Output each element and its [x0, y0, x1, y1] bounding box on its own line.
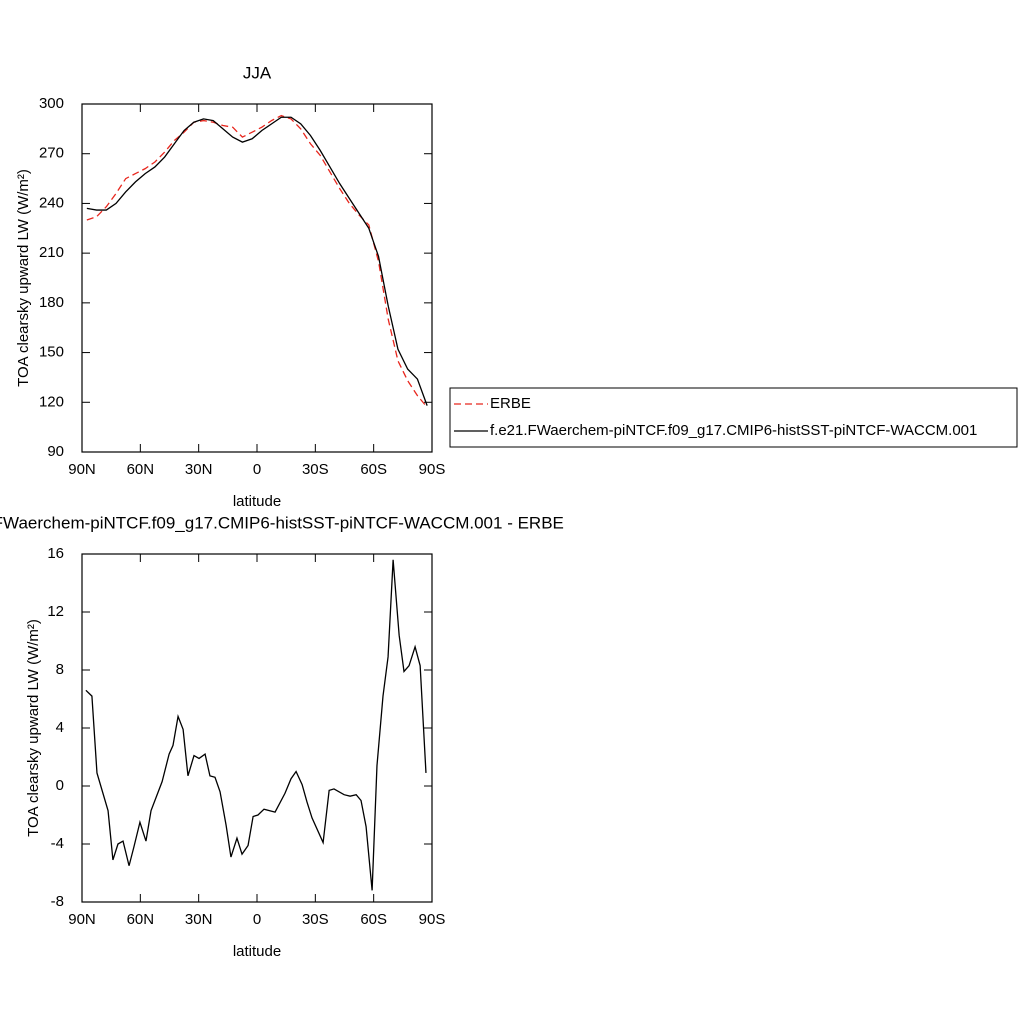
y-tick-label: 12 — [47, 603, 64, 620]
x-tick-label: 0 — [253, 461, 261, 478]
y-tick-label: 16 — [47, 545, 64, 562]
x-tick-label: 30N — [185, 461, 213, 478]
x-tick-label: 90N — [68, 461, 96, 478]
x-tick-label: 90N — [68, 911, 96, 928]
x-tick-label: 60N — [127, 461, 155, 478]
y-tick-label: 120 — [39, 393, 64, 410]
y-tick-label: 0 — [56, 777, 64, 794]
y-tick-label: 90 — [47, 443, 64, 460]
y-tick-label: -4 — [51, 835, 64, 852]
y-tick-label: 210 — [39, 244, 64, 261]
x-tick-label: 0 — [253, 911, 261, 928]
x-tick-label: 90S — [419, 461, 446, 478]
y-tick-label: 150 — [39, 344, 64, 361]
plot-frame — [81, 553, 433, 903]
y-tick-label: 300 — [39, 95, 64, 112]
y-tick-label: -8 — [51, 893, 64, 910]
x-tick-label: 60S — [360, 911, 387, 928]
plot-frame — [81, 103, 433, 453]
x-axis-label: latitude — [233, 493, 281, 510]
x-tick-label: 30N — [185, 911, 213, 928]
data-line — [86, 114, 428, 408]
x-tick-label: 90S — [419, 911, 446, 928]
y-tick-label: 4 — [56, 719, 64, 736]
y-tick-label: 8 — [56, 661, 64, 678]
y-axis-label: TOA clearsky upward LW (W/m²) — [15, 169, 32, 387]
legend-label: f.e21.FWaerchem-piNTCF.f09_g17.CMIP6-his… — [490, 422, 977, 439]
x-tick-label: 30S — [302, 461, 329, 478]
x-tick-label: 60N — [127, 911, 155, 928]
chart-title: JJA — [243, 63, 272, 82]
legend-box — [449, 387, 1018, 448]
data-line — [85, 559, 427, 891]
x-tick-label: 60S — [360, 461, 387, 478]
y-axis-label: TOA clearsky upward LW (W/m²) — [25, 619, 42, 837]
data-line — [86, 116, 428, 406]
y-tick-label: 270 — [39, 145, 64, 162]
x-tick-label: 30S — [302, 911, 329, 928]
y-tick-label: 180 — [39, 294, 64, 311]
legend-label: ERBE — [490, 395, 531, 412]
y-tick-label: 240 — [39, 194, 64, 211]
chart-title: f.e21.FWaerchem-piNTCF.f09_g17.CMIP6-his… — [0, 513, 564, 532]
x-axis-label: latitude — [233, 943, 281, 960]
